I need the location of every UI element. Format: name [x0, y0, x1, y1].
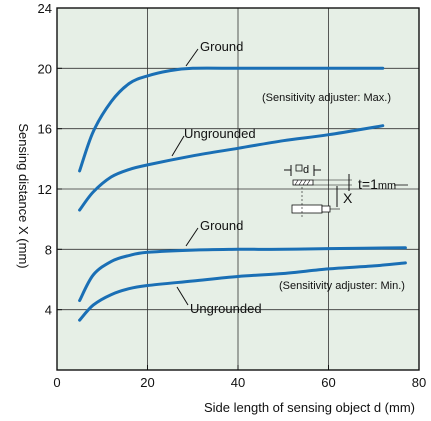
series-line-ground-2: [78, 246, 407, 303]
inset-d-label: d: [303, 164, 309, 176]
series-line-ground-0: [78, 66, 385, 173]
inset-hatch-2: [298, 179, 303, 186]
x-tick-label-2: 40: [231, 375, 245, 390]
series-line-ungrounded-3: [78, 261, 407, 322]
inset-hatch-1: [294, 179, 299, 186]
note-sensitivity-min: (Sensitivity adjuster: Min.): [279, 280, 405, 292]
inset-sensor-head: [321, 205, 331, 213]
inset-t-value: t=1: [358, 176, 378, 192]
pointer-ground-min: [185, 227, 199, 247]
x-tick-label-3: 60: [321, 375, 335, 390]
inset-hatch-3: [302, 179, 307, 186]
inset-hatch-4: [306, 179, 311, 186]
y-tick-label-1: 8: [45, 242, 52, 257]
y-tick-label-2: 12: [38, 182, 52, 197]
inset-t-unit: mm: [378, 180, 396, 192]
pointer-ungrounded-max: [171, 135, 185, 157]
pointer-ungrounded-min: [176, 286, 189, 306]
inset-sensing-object: [292, 179, 314, 186]
pointer-ground-max: [185, 48, 199, 67]
inset-t-label: t=1mm: [358, 176, 396, 192]
inset-sensor-body: [291, 204, 323, 214]
inset-x-label: X: [343, 190, 353, 206]
inset-diagram: d t=1mm X: [284, 164, 408, 219]
annotation-ungrounded-min: Ungrounded: [176, 286, 262, 316]
label-ungrounded-max: Ungrounded: [184, 126, 256, 141]
label-ground-max: Ground: [200, 39, 243, 54]
inset-square-symbol: [295, 164, 303, 172]
y-tick-label-3: 16: [38, 122, 52, 137]
x-tick-label-0: 0: [53, 375, 60, 390]
annotation-ground-min: Ground: [185, 218, 243, 247]
y-tick-label-0: 4: [45, 303, 52, 318]
y-tick-label-4: 20: [38, 61, 52, 76]
x-tick-label-1: 20: [140, 375, 154, 390]
x-tick-label-4: 80: [412, 375, 426, 390]
note-sensitivity-max: (Sensitivity adjuster: Max.): [262, 92, 391, 104]
y-tick-label-5: 24: [38, 1, 52, 16]
series-line-ungrounded-1: [78, 124, 385, 212]
annotation-ground-max: Ground: [185, 39, 243, 67]
series-layer: [78, 66, 407, 322]
label-ungrounded-min: Ungrounded: [190, 301, 262, 316]
x-axis-title: Side length of sensing object d (mm): [204, 400, 415, 415]
label-ground-min: Ground: [200, 218, 243, 233]
y-axis-title: Sensing distance X (mm): [16, 123, 31, 268]
tick-layer: 0 20 40 60 80 4 8 12 16 20 24: [38, 1, 427, 390]
annotation-ungrounded-max: Ungrounded: [171, 126, 256, 157]
